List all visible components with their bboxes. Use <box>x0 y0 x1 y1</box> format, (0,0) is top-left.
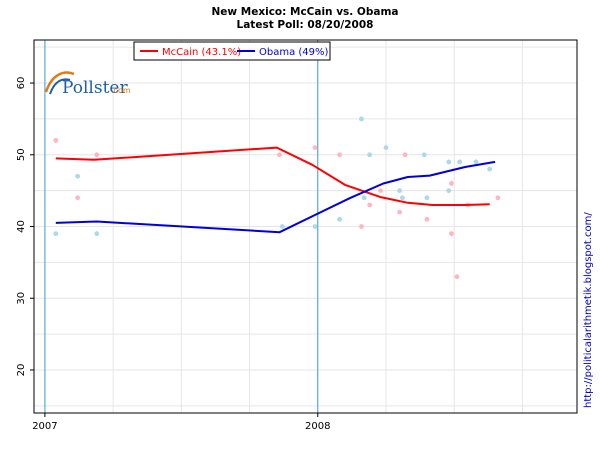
mccain-poll-point <box>277 152 282 158</box>
poll-points <box>53 116 501 280</box>
obama-poll-point <box>337 216 343 222</box>
x-tick-label: 2007 <box>32 421 57 432</box>
mccain-poll-point <box>454 274 460 280</box>
mccain-poll-point <box>312 145 318 150</box>
obama-poll-point <box>446 188 452 194</box>
mccain-poll-point <box>94 152 100 158</box>
mccain-poll-point <box>424 216 430 222</box>
mccain-poll-point <box>449 181 454 186</box>
obama-poll-point <box>473 159 479 165</box>
legend-label-obama: Obama (49%) <box>259 47 329 58</box>
mccain-poll-point <box>449 231 454 237</box>
pollster-swoosh <box>44 71 75 93</box>
legend-box <box>133 41 331 61</box>
mccain-poll-point <box>378 188 383 194</box>
obama-poll-point <box>53 231 59 237</box>
pollster-logo-domain: .com <box>111 86 131 95</box>
mccain-poll-point <box>337 152 343 158</box>
obama-poll-point <box>75 173 81 179</box>
trend-lines <box>55 146 496 234</box>
obama-poll-point <box>359 116 364 122</box>
pollster-logo: Pollster .com <box>44 71 131 98</box>
legend-label-mccain: McCain (43.1%) <box>162 47 241 58</box>
y-tick-label: 60 <box>16 77 27 90</box>
pollster-swoosh-inner <box>49 78 71 95</box>
pollster-logo-text: Pollster <box>62 78 128 98</box>
obama-poll-point <box>399 195 405 201</box>
legend: McCain (43.1%) Obama (49%) <box>133 41 331 61</box>
y-tick-label: 20 <box>16 364 27 377</box>
obama-trend-line <box>55 160 496 234</box>
obama-poll-point <box>446 159 452 165</box>
mccain-poll-point <box>53 138 59 143</box>
obama-poll-point <box>312 224 318 229</box>
chart-title: New Mexico: McCain vs. Obama <box>212 6 399 18</box>
mccain-poll-point <box>75 195 81 201</box>
year-lines <box>44 40 319 413</box>
y-axis: 20 30 40 50 60 <box>16 77 34 377</box>
y-tick-label: 50 <box>16 148 27 161</box>
obama-poll-point <box>367 152 373 158</box>
obama-poll-point <box>457 159 463 165</box>
mccain-trend-line <box>55 146 490 206</box>
mccain-poll-point <box>367 202 373 208</box>
obama-poll-point <box>94 231 100 237</box>
obama-poll-point <box>487 166 493 172</box>
obama-poll-point <box>424 195 430 201</box>
x-tick-label: 2008 <box>305 421 330 432</box>
x-axis: 2007 2008 <box>32 413 331 432</box>
mccain-poll-point <box>495 195 501 201</box>
mccain-poll-point <box>359 224 364 229</box>
obama-poll-point <box>361 195 367 201</box>
mccain-poll-point <box>402 152 408 158</box>
obama-poll-point <box>279 224 285 229</box>
mccain-poll-point <box>397 209 403 215</box>
chart-subtitle: Latest Poll: 08/20/2008 <box>237 19 374 31</box>
obama-poll-point <box>397 188 403 194</box>
obama-poll-point <box>383 145 389 150</box>
y-tick-label: 30 <box>16 292 27 305</box>
source-url: http://politicalarithmetik.blogspot.com/ <box>583 212 594 408</box>
obama-poll-point <box>421 152 427 158</box>
y-tick-label: 40 <box>16 220 27 233</box>
